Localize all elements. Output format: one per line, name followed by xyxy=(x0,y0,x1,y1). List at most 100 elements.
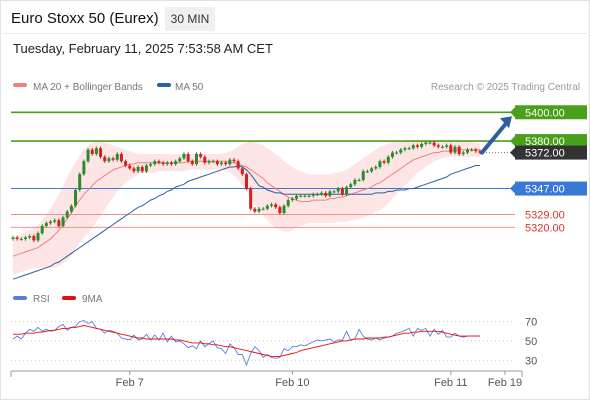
candle-body xyxy=(411,145,415,149)
candle-body xyxy=(307,195,311,197)
chart-datetime: Tuesday, February 11, 2025 7:53:58 AM CE… xyxy=(13,41,273,56)
candle-body xyxy=(203,156,207,163)
candle-body xyxy=(124,161,128,166)
candle-body xyxy=(382,161,386,163)
current-level-tag xyxy=(515,145,587,160)
candle-body xyxy=(286,200,290,206)
candle-body xyxy=(349,184,353,188)
candle-body xyxy=(19,238,23,240)
candle-body xyxy=(461,152,465,155)
ma20-legend-label: MA 20 + Bollinger Bands xyxy=(33,82,143,93)
candle-body xyxy=(449,145,453,153)
candle-body xyxy=(399,149,403,153)
candle-body xyxy=(174,161,178,165)
candle-body xyxy=(245,174,248,189)
candle-body xyxy=(324,192,328,196)
candle-body xyxy=(415,145,419,147)
candle-body xyxy=(353,179,357,185)
ma9-legend-label: 9MA xyxy=(82,294,103,305)
candle-body xyxy=(178,158,182,162)
candle-body xyxy=(36,233,40,241)
candle-body xyxy=(424,142,428,144)
candle-body xyxy=(365,171,369,173)
candle-body xyxy=(94,148,98,155)
candle-body xyxy=(15,237,19,239)
candle-body xyxy=(320,192,324,195)
candle-body xyxy=(253,208,257,212)
ma20-line xyxy=(12,149,480,257)
resistance-level-tag xyxy=(515,134,587,149)
candle-body xyxy=(199,154,203,157)
candle-body xyxy=(390,152,394,157)
candle-body xyxy=(149,164,153,166)
candle-body xyxy=(270,204,274,206)
ma50-legend-swatch xyxy=(157,83,171,87)
candle-body xyxy=(132,168,136,172)
candle-body xyxy=(57,220,61,226)
candle-body xyxy=(61,217,65,226)
candle-body xyxy=(224,162,228,165)
candle-body xyxy=(315,194,319,196)
candle-body xyxy=(40,225,44,234)
candle-body xyxy=(74,190,78,206)
candle-body xyxy=(395,152,399,154)
rsi-tick-label: 30 xyxy=(525,355,537,367)
candle-body xyxy=(299,195,303,197)
candle-body xyxy=(278,207,282,214)
resistance-level-label: 5400.00 xyxy=(525,107,565,119)
candle-body xyxy=(115,154,119,160)
current-level-label: 5372.00 xyxy=(525,148,565,160)
candle-body xyxy=(32,236,36,241)
instrument-title: Euro Stoxx 50 (Eurex) xyxy=(11,10,159,27)
candle-body xyxy=(194,154,198,165)
candle-body xyxy=(370,168,374,172)
candle-body xyxy=(78,174,82,190)
copyright-text: Research © 2025 Trading Central xyxy=(431,82,580,93)
candle-body xyxy=(420,143,424,147)
interval-button[interactable]: 30 MIN xyxy=(165,7,215,31)
candle-body xyxy=(165,162,169,165)
pivot-level-label: 5329.00 xyxy=(525,209,565,221)
candle-body xyxy=(190,161,194,165)
ma50-legend-label: MA 50 xyxy=(175,82,204,93)
candle-body xyxy=(236,161,240,169)
candle-body xyxy=(169,162,173,165)
candle-body xyxy=(140,166,144,172)
candle-body xyxy=(432,142,436,146)
support-level-label: 5347.00 xyxy=(525,184,565,196)
candle-body xyxy=(144,165,148,172)
candle-body xyxy=(374,166,378,169)
candle-body xyxy=(357,179,361,181)
candle-body xyxy=(24,237,28,239)
candle-body xyxy=(182,154,186,159)
x-axis-tick-label: Feb 11 xyxy=(434,377,467,389)
candle-body xyxy=(311,194,315,196)
candle-body xyxy=(186,154,190,162)
candle-body xyxy=(90,149,94,155)
candle-body xyxy=(403,148,407,150)
rsi-legend-label: RSI xyxy=(33,294,50,305)
candle-body xyxy=(119,154,123,162)
candle-body xyxy=(28,236,32,238)
candle-body xyxy=(261,208,265,210)
candle-body xyxy=(249,188,253,209)
candle-body xyxy=(303,195,307,197)
candle-body xyxy=(219,162,223,165)
candle-body xyxy=(265,205,269,209)
ma20-legend-swatch xyxy=(13,83,27,87)
x-axis-tick-label: Feb 7 xyxy=(116,377,144,389)
rsi-tick-label: 70 xyxy=(525,317,537,329)
candle-body xyxy=(474,149,478,152)
rsi-legend-swatch xyxy=(13,296,27,300)
ma50-line xyxy=(12,164,480,280)
candle-body xyxy=(207,161,211,163)
candle-body xyxy=(361,171,365,180)
candle-body xyxy=(386,156,390,163)
candle-body xyxy=(478,151,482,153)
candle-body xyxy=(440,146,444,148)
x-axis-tick-label: Feb 19 xyxy=(488,377,522,389)
candle-body xyxy=(407,148,411,150)
candle-body xyxy=(240,168,244,175)
pivot-level-label: 5320.00 xyxy=(525,222,565,234)
